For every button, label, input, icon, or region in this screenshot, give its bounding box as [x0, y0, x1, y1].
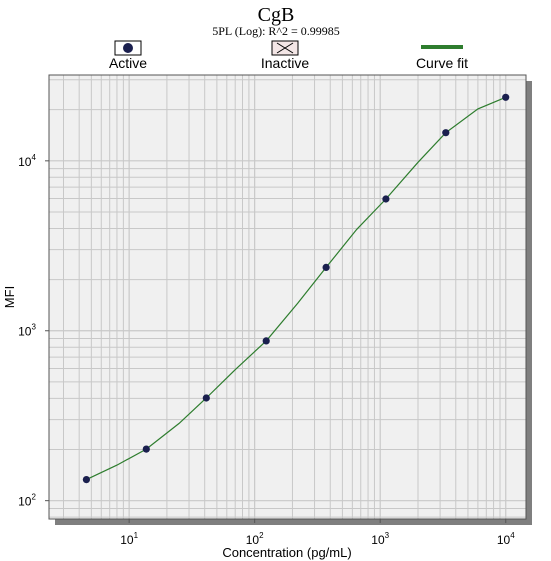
x-tick-label: 102 — [246, 531, 264, 547]
legend: Active Inactive Curve fit — [109, 40, 468, 71]
x-tick-label: 101 — [120, 531, 138, 547]
legend-inactive-label: Inactive — [261, 55, 309, 71]
legend-active-label: Active — [109, 55, 147, 71]
data-point-active — [202, 394, 210, 402]
chart-title: CgB — [258, 4, 295, 26]
data-points — [82, 93, 510, 484]
grid — [49, 75, 526, 519]
curve-fit-layer — [86, 96, 506, 481]
legend-curve-label: Curve fit — [416, 55, 468, 71]
x-tick-label: 103 — [371, 531, 389, 547]
data-point-active — [262, 337, 270, 345]
x-tick-label: 104 — [497, 531, 515, 547]
y-tick-label: 103 — [18, 323, 36, 339]
x-axis-ticks: 101 102 103 104 — [120, 519, 515, 547]
curve-fit-line — [86, 96, 506, 481]
chart-subtitle: 5PL (Log): R^2 = 0.99985 — [212, 24, 340, 38]
legend-inactive-x-mark — [276, 42, 294, 54]
legend-item-inactive: Inactive — [261, 40, 309, 71]
data-point-active — [322, 263, 330, 271]
plot-border — [48, 74, 527, 520]
legend-item-curve-fit: Curve fit — [416, 45, 468, 71]
data-point-active — [442, 129, 450, 137]
y-axis-ticks: 102 103 104 — [18, 153, 49, 509]
legend-active-marker — [123, 43, 133, 53]
y-tick-label: 102 — [18, 493, 36, 509]
legend-item-active: Active — [109, 40, 147, 71]
y-tick-label: 104 — [18, 153, 36, 169]
data-point-active — [502, 93, 510, 101]
data-point-active — [82, 476, 90, 484]
data-point-active — [142, 445, 150, 453]
plot-area — [49, 75, 526, 519]
data-point-active — [382, 195, 390, 203]
y-axis-label: MFI — [2, 286, 17, 308]
x-axis-label: Concentration (pg/mL) — [222, 545, 351, 560]
